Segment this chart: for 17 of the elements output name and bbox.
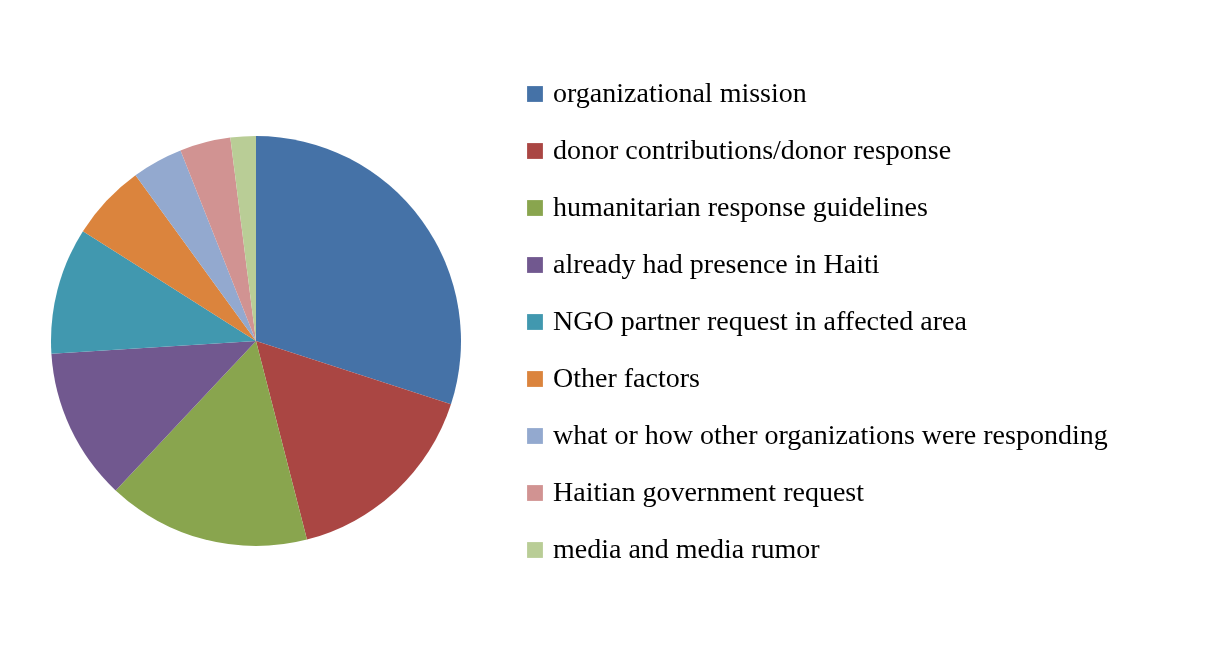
pie-slice [82, 175, 256, 341]
legend-label: what or how other organizations were responding [553, 419, 1108, 450]
pie-slice [256, 341, 451, 540]
pie-slice [51, 341, 256, 491]
legend-label: NGO partner request in affected area [553, 305, 968, 336]
legend-label: humanitarian response guidelines [553, 191, 928, 222]
pie-slice [51, 231, 256, 354]
legend-label: Haitian government request [553, 476, 865, 507]
pie-slice [256, 136, 461, 405]
legend-label: donor contributions/donor response [553, 134, 952, 165]
pie-slice [180, 137, 256, 341]
pie-slice [135, 150, 256, 341]
legend-label: organizational mission [553, 77, 807, 108]
legend-label: media and media rumor [553, 533, 821, 564]
pie-slice [115, 341, 307, 546]
legend-label: Other factors [553, 362, 700, 393]
legend-label: already had presence in Haiti [553, 248, 880, 279]
